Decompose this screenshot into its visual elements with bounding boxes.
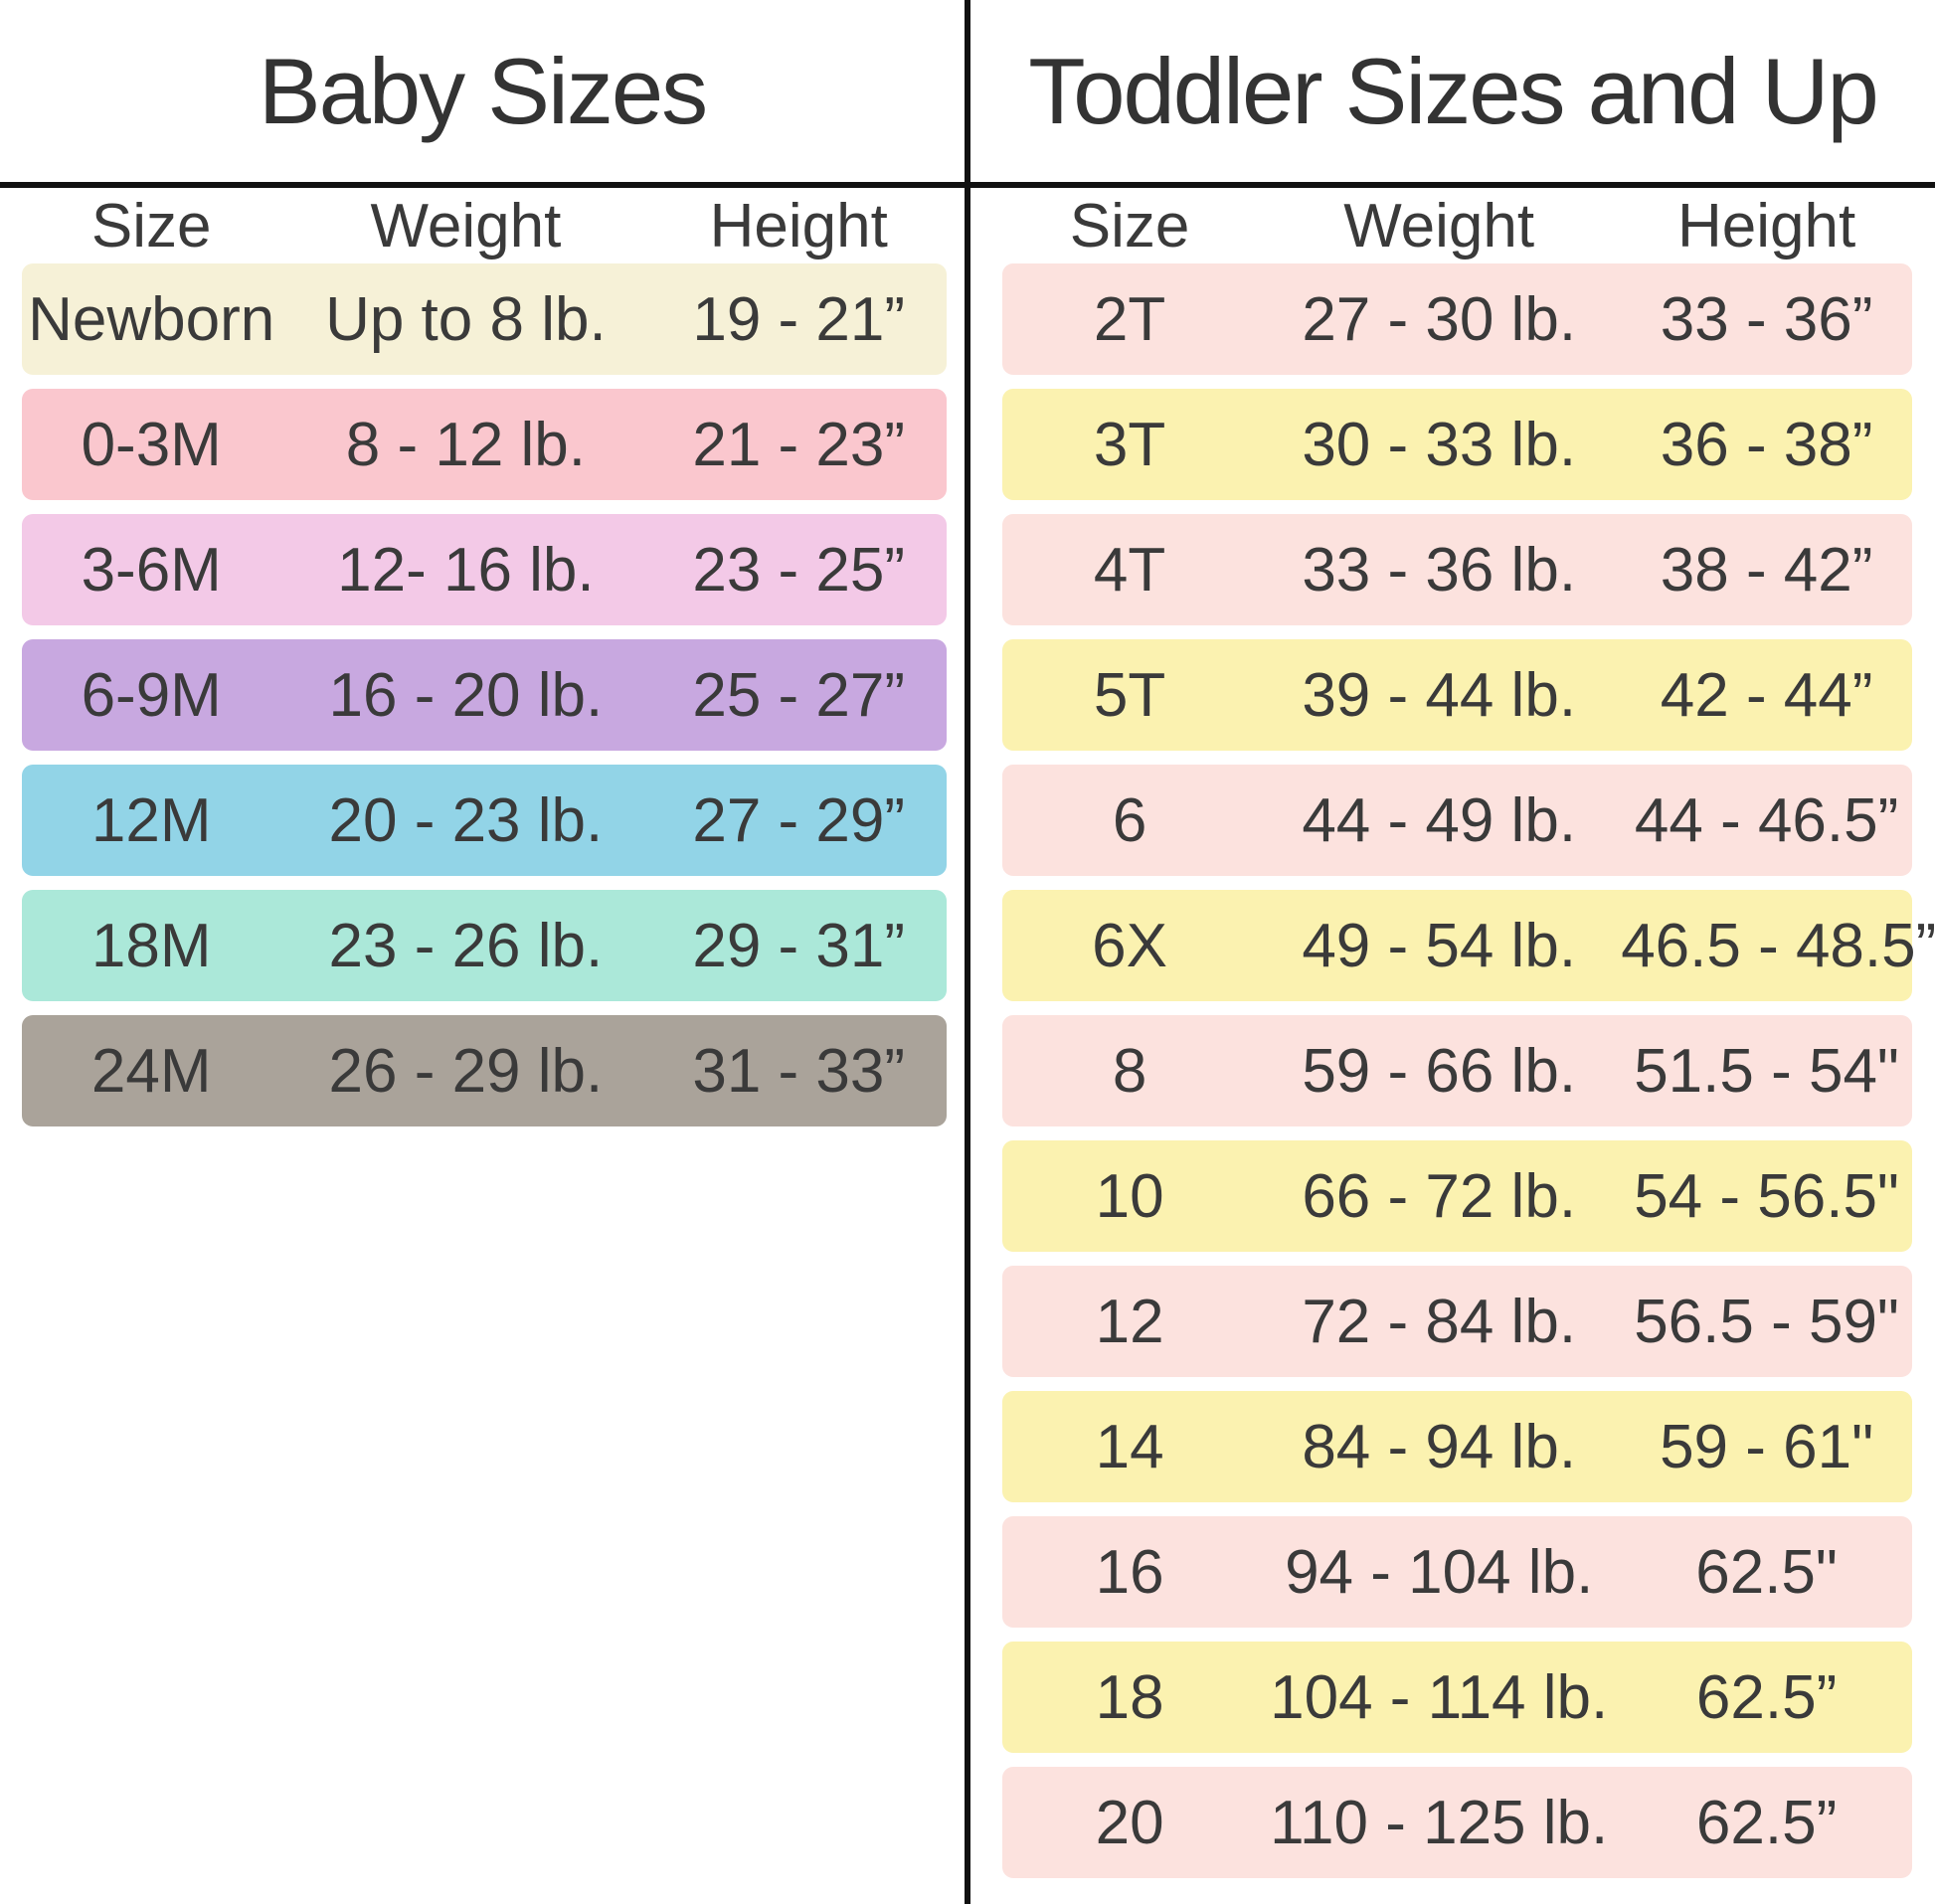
weight-cell: 23 - 26 lb. xyxy=(328,911,604,980)
size-cell: 3-6M xyxy=(81,535,222,605)
height-cell: 36 - 38” xyxy=(1660,410,1873,479)
height-cell: 46.5 - 48.5” xyxy=(1621,911,1935,980)
height-cell: 54 - 56.5" xyxy=(1634,1161,1899,1231)
height-cell: 62.5” xyxy=(1695,1788,1838,1857)
weight-cell: 49 - 54 lb. xyxy=(1302,911,1577,980)
size-cell: Newborn xyxy=(28,284,275,354)
height-cell: 42 - 44” xyxy=(1660,660,1873,730)
weight-cell: 72 - 84 lb. xyxy=(1302,1287,1577,1356)
table-row: 10 66 - 72 lb. 54 - 56.5" xyxy=(1002,1140,1912,1252)
column-header-weight: Weight xyxy=(1343,191,1535,260)
weight-cell: 20 - 23 lb. xyxy=(328,785,604,855)
size-cell: 8 xyxy=(1112,1036,1147,1106)
weight-cell: 44 - 49 lb. xyxy=(1302,785,1577,855)
size-cell: 5T xyxy=(1093,660,1166,730)
weight-cell: 12- 16 lb. xyxy=(337,535,595,605)
size-cell: 2T xyxy=(1093,284,1166,354)
toddler-sizes-rows: 2T 27 - 30 lb. 33 - 36” 3T 30 - 33 lb. 36 - 3… xyxy=(1002,263,1935,1892)
table-row: Newborn Up to 8 lb. 19 - 21” xyxy=(22,263,947,375)
height-cell: 56.5 - 59" xyxy=(1634,1287,1899,1356)
column-header-height: Height xyxy=(1676,191,1856,260)
size-cell: 12M xyxy=(90,785,212,855)
table-row: 6 44 - 49 lb. 44 - 46.5” xyxy=(1002,765,1912,876)
baby-sizes-title: Baby Sizes xyxy=(258,38,708,143)
baby-sizes-column-headers: Size Weight Height xyxy=(22,188,947,263)
size-cell: 6 xyxy=(1112,785,1147,855)
size-cell: 20 xyxy=(1095,1788,1164,1857)
weight-cell: 94 - 104 lb. xyxy=(1285,1537,1594,1607)
weight-cell: 26 - 29 lb. xyxy=(328,1036,604,1106)
column-header-height: Height xyxy=(709,191,888,260)
table-row: 8 59 - 66 lb. 51.5 - 54" xyxy=(1002,1015,1912,1126)
weight-cell: 8 - 12 lb. xyxy=(345,410,587,479)
table-row: 5T 39 - 44 lb. 42 - 44” xyxy=(1002,639,1912,751)
height-cell: 21 - 23” xyxy=(692,410,906,479)
size-cell: 12 xyxy=(1095,1287,1164,1356)
weight-cell: 59 - 66 lb. xyxy=(1302,1036,1577,1106)
table-row: 4T 33 - 36 lb. 38 - 42” xyxy=(1002,514,1912,625)
column-header-size: Size xyxy=(1069,191,1190,260)
weight-cell: 39 - 44 lb. xyxy=(1302,660,1577,730)
table-row: 18M 23 - 26 lb. 29 - 31” xyxy=(22,890,947,1001)
size-cell: 0-3M xyxy=(81,410,222,479)
table-row: 14 84 - 94 lb. 59 - 61" xyxy=(1002,1391,1912,1502)
table-row: 16 94 - 104 lb. 62.5" xyxy=(1002,1516,1912,1628)
height-cell: 62.5” xyxy=(1695,1662,1838,1732)
weight-cell: 84 - 94 lb. xyxy=(1302,1412,1577,1481)
height-cell: 23 - 25” xyxy=(692,535,906,605)
size-cell: 6X xyxy=(1092,911,1168,980)
table-row: 2T 27 - 30 lb. 33 - 36” xyxy=(1002,263,1912,375)
table-row: 12 72 - 84 lb. 56.5 - 59" xyxy=(1002,1266,1912,1377)
size-cell: 18M xyxy=(90,911,212,980)
toddler-sizes-title: Toddler Sizes and Up xyxy=(1028,38,1879,143)
height-cell: 51.5 - 54" xyxy=(1634,1036,1899,1106)
size-cell: 14 xyxy=(1095,1412,1164,1481)
height-cell: 62.5" xyxy=(1695,1537,1838,1607)
table-row: 3-6M 12- 16 lb. 23 - 25” xyxy=(22,514,947,625)
table-row: 24M 26 - 29 lb. 31 - 33” xyxy=(22,1015,947,1126)
height-cell: 44 - 46.5” xyxy=(1634,785,1899,855)
baby-sizes-panel: Baby Sizes Size Weight Height Newborn Up … xyxy=(0,0,965,1904)
weight-cell: 104 - 114 lb. xyxy=(1270,1662,1609,1732)
column-header-weight: Weight xyxy=(370,191,562,260)
size-cell: 18 xyxy=(1095,1662,1164,1732)
table-row: 6X 49 - 54 lb. 46.5 - 48.5” xyxy=(1002,890,1935,1001)
size-cell: 16 xyxy=(1095,1537,1164,1607)
table-row: 12M 20 - 23 lb. 27 - 29” xyxy=(22,765,947,876)
height-cell: 33 - 36” xyxy=(1660,284,1873,354)
height-cell: 29 - 31” xyxy=(692,911,906,980)
baby-sizes-rows: Newborn Up to 8 lb. 19 - 21” 0-3M 8 - 12 lb.… xyxy=(22,263,947,1140)
height-cell: 59 - 61" xyxy=(1660,1412,1874,1481)
height-cell: 25 - 27” xyxy=(692,660,906,730)
height-cell: 31 - 33” xyxy=(692,1036,906,1106)
weight-cell: 110 - 125 lb. xyxy=(1270,1788,1609,1857)
size-cell: 3T xyxy=(1093,410,1166,479)
toddler-sizes-panel: Toddler Sizes and Up Size Weight Height … xyxy=(970,0,1935,1904)
weight-cell: Up to 8 lb. xyxy=(325,284,607,354)
height-cell: 27 - 29” xyxy=(692,785,906,855)
weight-cell: 33 - 36 lb. xyxy=(1302,535,1577,605)
weight-cell: 16 - 20 lb. xyxy=(328,660,604,730)
size-cell: 24M xyxy=(90,1036,212,1106)
size-cell: 6-9M xyxy=(81,660,222,730)
height-cell: 19 - 21” xyxy=(692,284,906,354)
column-header-size: Size xyxy=(90,191,212,260)
panel-divider-line xyxy=(965,0,970,1904)
table-row: 20 110 - 125 lb. 62.5” xyxy=(1002,1767,1912,1878)
weight-cell: 27 - 30 lb. xyxy=(1302,284,1577,354)
weight-cell: 30 - 33 lb. xyxy=(1302,410,1577,479)
table-row: 0-3M 8 - 12 lb. 21 - 23” xyxy=(22,389,947,500)
table-row: 3T 30 - 33 lb. 36 - 38” xyxy=(1002,389,1912,500)
toddler-sizes-column-headers: Size Weight Height xyxy=(1002,188,1912,263)
table-row: 6-9M 16 - 20 lb. 25 - 27” xyxy=(22,639,947,751)
height-cell: 38 - 42” xyxy=(1660,535,1873,605)
size-cell: 10 xyxy=(1095,1161,1164,1231)
table-row: 18 104 - 114 lb. 62.5” xyxy=(1002,1642,1912,1753)
size-cell: 4T xyxy=(1093,535,1166,605)
weight-cell: 66 - 72 lb. xyxy=(1302,1161,1577,1231)
